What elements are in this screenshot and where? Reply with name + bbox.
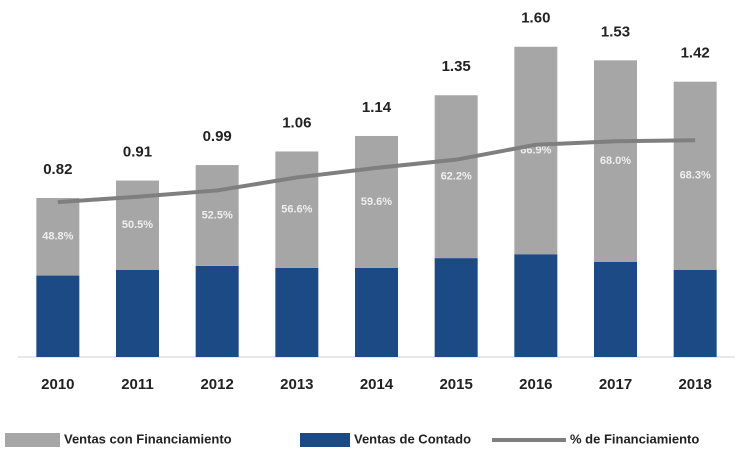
line [57, 138, 696, 205]
bar-segment [434, 258, 478, 357]
bar-segment [116, 269, 159, 357]
x-tick-label: 2014 [360, 376, 394, 393]
bar-segment [673, 81, 717, 270]
bar-segment [355, 267, 398, 357]
total-label: 1.14 [362, 99, 392, 116]
bar-segment [195, 165, 239, 266]
bar-segment [514, 46, 558, 255]
bar-segment [514, 254, 558, 357]
percent-label: 50.5% [122, 219, 153, 231]
total-label: 1.35 [442, 58, 471, 75]
x-tick-label: 2010 [41, 376, 74, 393]
percent-label: 56.6% [281, 204, 312, 216]
bar-segment [36, 275, 80, 357]
x-tick-label: 2013 [280, 376, 313, 393]
bar-segment [434, 95, 478, 259]
bar-segment [195, 265, 239, 357]
percent-label: 48.8% [42, 231, 73, 243]
legend-label: % de Financiamiento [570, 431, 699, 446]
total-label: 1.42 [681, 45, 710, 62]
total-label: 1.53 [601, 23, 630, 40]
x-tick-label: 2012 [200, 376, 233, 393]
percent-label: 68.3% [680, 170, 711, 182]
bar-segment [36, 198, 80, 276]
x-tick-label: 2018 [678, 376, 711, 393]
legend-swatch [5, 433, 60, 447]
total-label: 0.91 [123, 144, 152, 161]
total-label: 1.06 [282, 114, 311, 131]
x-tick-label: 2017 [599, 376, 632, 393]
x-tick-label: 2011 [121, 376, 154, 393]
bar-segment [594, 60, 637, 262]
bar-segment [673, 269, 717, 357]
bar-segment [594, 261, 637, 357]
legend-swatch [300, 433, 350, 447]
bar-segment [275, 267, 319, 357]
total-label: 1.60 [521, 10, 550, 27]
total-label: 0.99 [203, 128, 232, 145]
x-tick-label: 2016 [519, 376, 552, 393]
legend-label: Ventas de Contado [354, 431, 471, 446]
bar-segment [275, 151, 319, 268]
percent-label: 59.6% [361, 196, 392, 208]
bar-segment [355, 135, 398, 268]
percent-label: 68.0% [600, 155, 631, 167]
legend-label: Ventas con Financiamiento [64, 431, 232, 446]
total-label: 0.82 [43, 161, 72, 178]
x-tick-label: 2015 [439, 376, 472, 393]
percent-label: 52.5% [202, 209, 233, 221]
percent-label: 62.2% [441, 171, 472, 183]
